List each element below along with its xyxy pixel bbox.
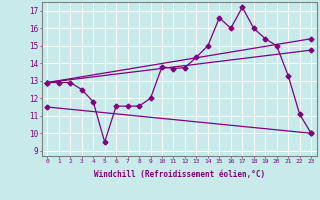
X-axis label: Windchill (Refroidissement éolien,°C): Windchill (Refroidissement éolien,°C) (94, 170, 265, 179)
